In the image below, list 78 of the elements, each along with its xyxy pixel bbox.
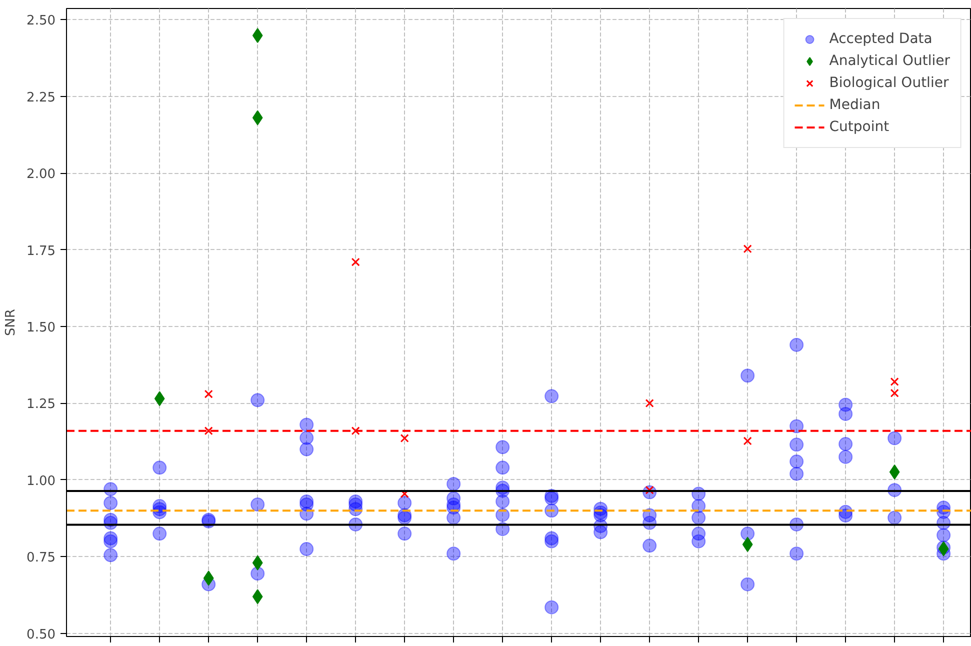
point	[204, 390, 213, 398]
point	[351, 426, 360, 436]
point	[743, 244, 752, 254]
point	[152, 526, 167, 541]
point	[594, 525, 608, 540]
y-tick-label: 2.00	[26, 167, 56, 182]
y-tick-label: 0.75	[26, 550, 56, 566]
y-tick-label: 0.50	[26, 627, 56, 642]
point	[252, 555, 263, 570]
point	[104, 548, 118, 562]
point	[204, 426, 213, 436]
point	[742, 536, 753, 552]
point	[154, 391, 165, 406]
point	[838, 437, 853, 452]
point	[250, 498, 265, 512]
point	[740, 526, 755, 541]
point	[838, 450, 853, 464]
point	[300, 418, 314, 432]
point	[790, 546, 804, 561]
point	[398, 496, 412, 510]
point	[888, 431, 902, 446]
point	[496, 440, 510, 454]
y-tick-label: 2.50	[26, 14, 56, 29]
point	[740, 368, 755, 383]
point	[890, 388, 899, 398]
point	[496, 460, 510, 475]
point	[152, 460, 167, 475]
y-axis-title: SNR	[4, 308, 19, 336]
point	[446, 510, 461, 525]
point	[398, 526, 412, 541]
point	[300, 542, 314, 556]
point	[300, 442, 314, 456]
point	[544, 534, 559, 548]
point	[790, 454, 804, 469]
legend-label: Biological Outlier	[829, 75, 949, 91]
point	[203, 570, 214, 586]
point	[692, 510, 706, 525]
point	[252, 28, 263, 44]
point	[446, 546, 461, 561]
y-tick-label: 1.50	[26, 320, 56, 336]
point	[790, 338, 804, 352]
point	[252, 589, 263, 604]
point	[496, 494, 510, 508]
point	[250, 566, 265, 581]
point	[544, 491, 559, 506]
legend-label: Cutpoint	[829, 119, 890, 135]
point	[645, 398, 654, 408]
point	[544, 389, 559, 404]
point	[790, 438, 804, 452]
point	[300, 430, 314, 445]
point	[544, 600, 559, 614]
y-tick-label: 2.25	[26, 90, 56, 106]
legend-label: Median	[829, 97, 880, 113]
point	[888, 510, 902, 525]
point	[790, 466, 804, 481]
point	[692, 534, 706, 548]
point	[838, 406, 853, 421]
point	[743, 436, 752, 446]
y-tick-label: 1.00	[26, 474, 56, 489]
point	[398, 510, 412, 525]
point	[250, 393, 265, 408]
point	[740, 577, 755, 592]
point	[838, 508, 853, 523]
point	[104, 496, 118, 510]
point	[252, 110, 263, 126]
point	[790, 419, 804, 434]
point	[104, 534, 118, 548]
y-tick-label: 1.75	[26, 244, 56, 259]
y-tick-label: 1.25	[26, 397, 56, 412]
point	[446, 476, 461, 491]
point	[400, 434, 409, 442]
point	[890, 377, 899, 386]
point	[642, 538, 657, 553]
point	[889, 464, 900, 480]
legend-label: Accepted Data	[829, 31, 932, 47]
legend-label: Analytical Outlier	[829, 53, 950, 69]
point	[936, 528, 951, 542]
point	[351, 258, 360, 266]
